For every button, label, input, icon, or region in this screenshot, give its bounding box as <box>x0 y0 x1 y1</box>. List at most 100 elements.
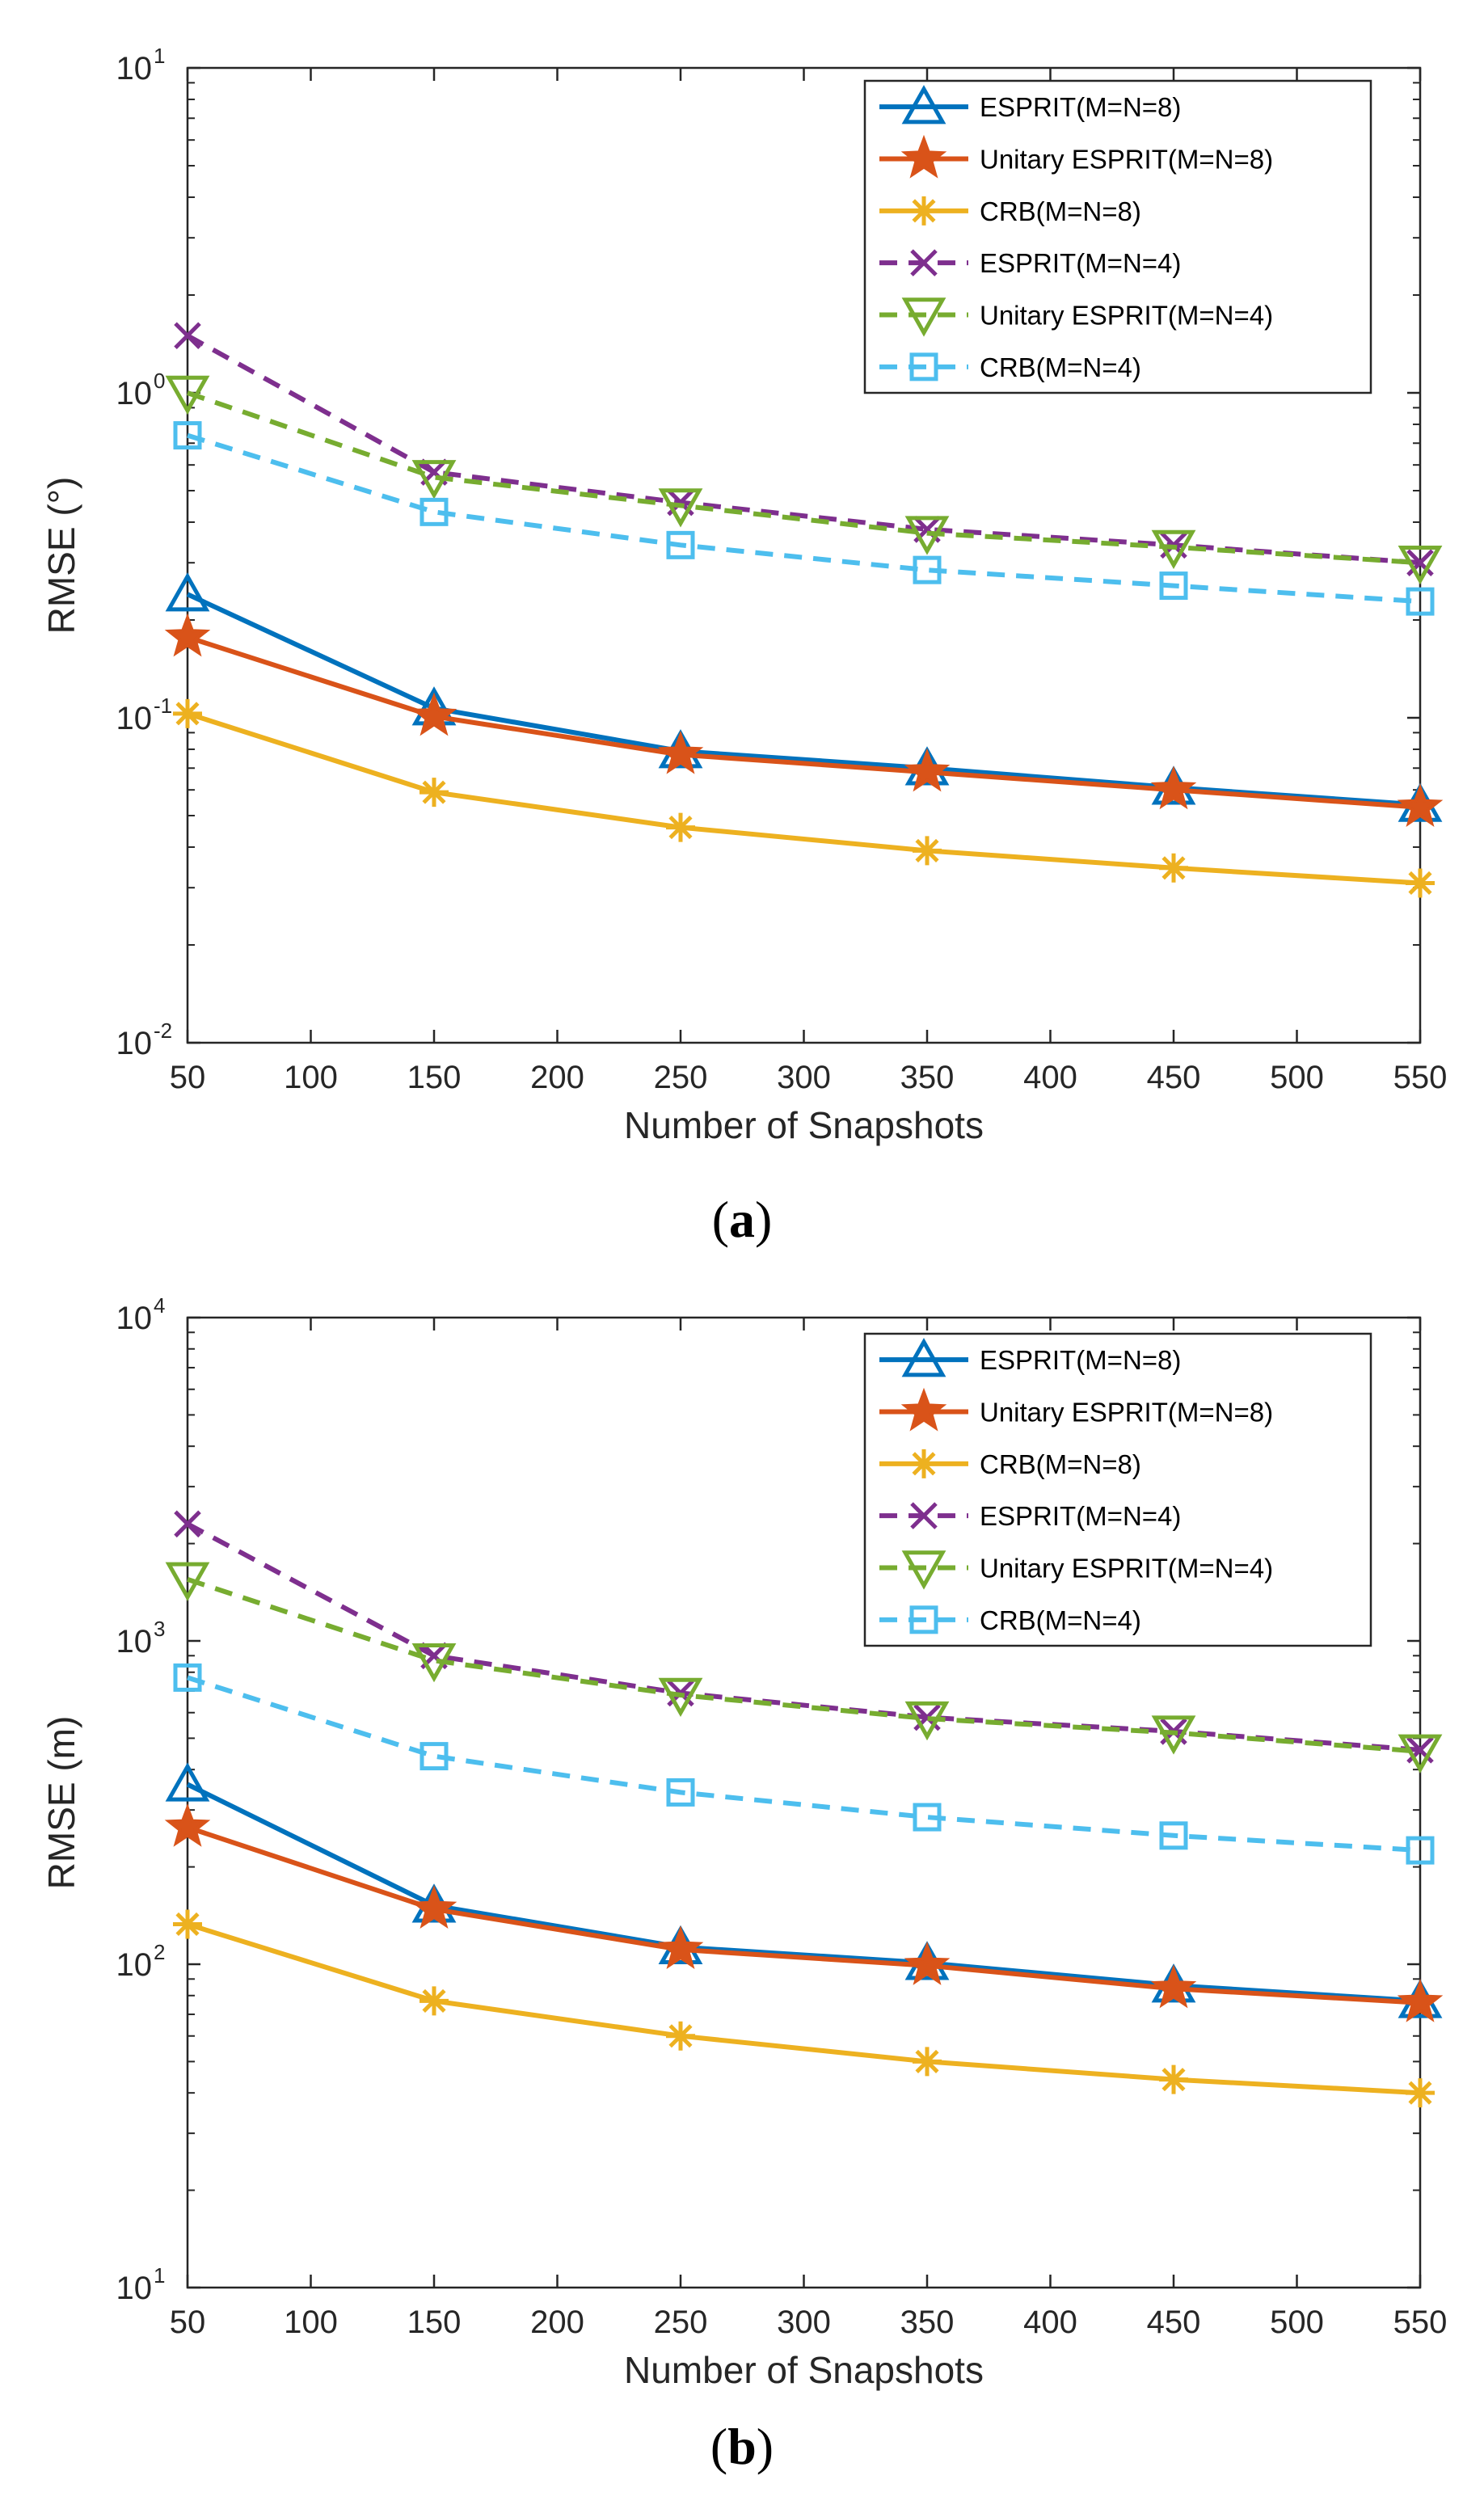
data-point <box>913 555 942 584</box>
series-asterisk <box>173 1909 1435 2108</box>
legend-entry-label: ESPRIT(M=N=4) <box>980 248 1181 278</box>
y-axis-label: RMSE (m) <box>40 1716 82 1890</box>
x-tick-label: 500 <box>1270 2305 1324 2340</box>
legend-marker <box>900 134 947 179</box>
data-point <box>904 1701 950 1741</box>
x-tick-label: 400 <box>1023 2305 1077 2340</box>
data-point <box>173 1909 202 1939</box>
series-line <box>187 1824 1421 2005</box>
x-tick-label: 550 <box>1393 1060 1448 1095</box>
y-tick-base: 10 <box>116 701 153 736</box>
caption-letter: a <box>729 1191 755 1248</box>
data-point <box>904 1941 951 1985</box>
series-pentagram <box>164 613 1444 827</box>
legend-box <box>863 1332 1372 1647</box>
legend-entry-label: Unitary ESPRIT(M=N=4) <box>980 1554 1273 1584</box>
legend-marker <box>910 249 938 276</box>
data-point <box>1159 853 1188 883</box>
series-line <box>186 333 1421 566</box>
legend-entry-label: ESPRIT(M=N=8) <box>980 1345 1181 1375</box>
y-tick-exponent: 1 <box>154 2263 165 2288</box>
x-tick-label: 350 <box>900 2305 955 2340</box>
data-point <box>1398 545 1443 585</box>
data-point <box>173 698 202 728</box>
data-point <box>1150 1964 1197 2009</box>
series-pentagram <box>164 1803 1444 2022</box>
y-tick-label: 10 <box>116 1624 153 1659</box>
y-tick-base: 10 <box>116 1026 153 1061</box>
data-point <box>165 1762 210 1802</box>
y-tick-exponent: 0 <box>154 369 165 393</box>
data-point <box>904 748 951 792</box>
legend-entry-label: CRB(M=N=8) <box>980 196 1141 226</box>
y-tick-label: 10 <box>116 1947 153 1983</box>
data-point <box>1159 2064 1188 2094</box>
series-line <box>186 1521 1421 1752</box>
data-point <box>657 1925 704 1969</box>
data-point <box>913 836 942 866</box>
y-tick-label: 10 <box>116 701 153 736</box>
data-point <box>666 530 695 559</box>
series-asterisk <box>173 698 1435 898</box>
data-point <box>1398 1734 1443 1773</box>
series-triangle-down <box>165 1562 1443 1773</box>
caption-open: ( <box>712 1191 729 1248</box>
legend-marker <box>909 1449 938 1478</box>
legend-marker <box>910 1502 938 1529</box>
x-tick-label: 200 <box>530 2305 584 2340</box>
data-point <box>419 497 449 526</box>
series-square <box>173 1663 1435 1865</box>
x-tick-label: 200 <box>530 1060 584 1095</box>
data-point <box>1159 571 1188 601</box>
data-point <box>1406 587 1435 616</box>
y-tick-base: 10 <box>116 1947 153 1983</box>
legend-entry-label: Unitary ESPRIT(M=N=8) <box>980 1398 1273 1428</box>
data-point <box>1406 1836 1435 1865</box>
data-point <box>1159 1821 1188 1850</box>
x-tick-label: 150 <box>407 2305 462 2340</box>
data-point <box>164 1803 211 1847</box>
series-line <box>187 432 1421 605</box>
series-line <box>187 1577 1421 1754</box>
legend: ESPRIT(M=N=8) Unitary ESPRIT(M=N=8) CRB(M=… <box>863 1332 1372 1647</box>
x-tick-label: 100 <box>284 1060 338 1095</box>
legend-marker <box>909 352 938 382</box>
y-tick-label: 10 <box>116 51 153 86</box>
data-point <box>165 375 210 415</box>
y-tick-exponent: -1 <box>154 694 172 718</box>
data-point <box>913 2047 942 2077</box>
data-point <box>174 1510 201 1538</box>
y-tick-label: 10 <box>116 376 153 411</box>
data-point <box>174 322 201 349</box>
data-point <box>657 730 704 774</box>
x-tick-label: 50 <box>170 2305 206 2340</box>
series-line <box>187 635 1421 810</box>
legend-marker <box>901 1338 946 1377</box>
caption-letter: b <box>727 2418 757 2475</box>
data-point <box>1150 765 1197 810</box>
x-tick-label: 400 <box>1023 1060 1077 1095</box>
data-point <box>411 460 457 500</box>
data-point <box>173 421 202 450</box>
data-point <box>1397 783 1444 827</box>
x-tick-label: 450 <box>1147 1060 1201 1095</box>
x-tick-label: 550 <box>1393 2305 1448 2340</box>
data-point <box>164 613 211 657</box>
legend-entry-label: ESPRIT(M=N=4) <box>980 1501 1181 1531</box>
caption-close: ) <box>757 2418 774 2475</box>
data-point <box>411 1885 457 1929</box>
legend-marker <box>901 297 946 337</box>
series-line <box>187 711 1421 886</box>
data-point <box>1406 868 1435 898</box>
y-tick-label: 10 <box>116 1301 153 1336</box>
x-axis-label: Number of Snapshots <box>624 2349 984 2391</box>
x-tick-label: 150 <box>407 1060 462 1095</box>
x-axis-label: Number of Snapshots <box>624 1104 984 1146</box>
series-line <box>187 1921 1421 2096</box>
x-tick-label: 450 <box>1147 2305 1201 2340</box>
x-tick-label: 50 <box>170 1060 206 1095</box>
data-point <box>913 1803 942 1832</box>
x-tick-label: 100 <box>284 2305 338 2340</box>
y-tick-label: 10 <box>116 1026 153 1061</box>
